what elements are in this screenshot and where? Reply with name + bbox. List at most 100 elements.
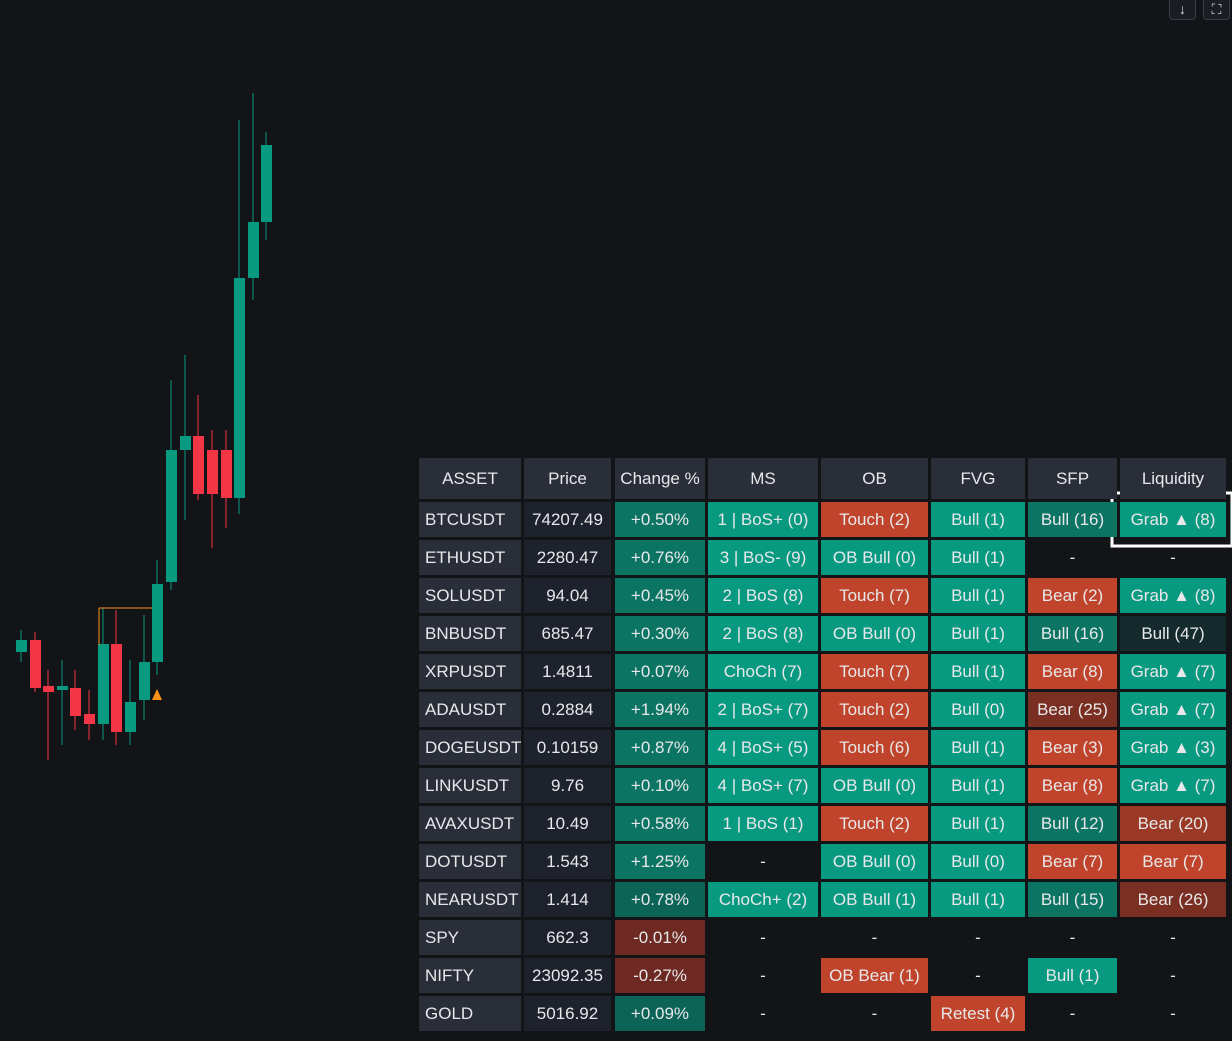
data-cell: Bear (8) — [1028, 654, 1117, 689]
data-cell: - — [1170, 547, 1176, 567]
data-cell: Grab ▲ (7) — [1120, 654, 1226, 689]
data-cell: +0.09% — [615, 996, 705, 1031]
header-cell: FVG — [931, 458, 1025, 499]
header-cell: SFP — [1028, 458, 1117, 499]
data-cell: - — [760, 1003, 766, 1023]
header-cell: MS — [708, 458, 818, 499]
data-cell: +0.76% — [615, 540, 705, 575]
data-cell: -0.27% — [615, 958, 705, 993]
candle-body — [43, 686, 54, 692]
data-cell: Bull (1) — [931, 882, 1025, 917]
candle-body — [57, 686, 68, 690]
data-cell: - — [975, 965, 981, 985]
data-cell: ChoCh+ (2) — [708, 882, 818, 917]
data-cell: -0.01% — [615, 920, 705, 955]
data-cell: Grab ▲ (7) — [1120, 768, 1226, 803]
data-cell: OB Bull (1) — [821, 882, 928, 917]
candle-body — [193, 436, 204, 494]
data-cell: - — [1170, 965, 1176, 985]
fullscreen-button[interactable]: ⛶ — [1203, 0, 1230, 20]
asset-cell: SOLUSDT — [419, 578, 521, 613]
asset-cell: SPY — [419, 920, 521, 955]
data-cell: +0.30% — [615, 616, 705, 651]
candle-body — [139, 662, 150, 700]
data-cell: Grab ▲ (8) — [1120, 502, 1226, 537]
candle-body — [125, 702, 136, 732]
asset-cell: ETHUSDT — [419, 540, 521, 575]
data-cell: Grab ▲ (3) — [1120, 730, 1226, 765]
data-cell: - — [760, 965, 766, 985]
download-button[interactable]: ↓ — [1169, 0, 1196, 20]
header-cell: Price — [524, 458, 611, 499]
data-cell: Bull (16) — [1028, 616, 1117, 651]
candle-body — [248, 222, 259, 278]
candle-body — [70, 688, 81, 716]
data-cell: 1.4811 — [524, 654, 611, 689]
data-cell: Touch (2) — [821, 806, 928, 841]
candle-body — [180, 436, 191, 450]
data-cell: Touch (2) — [821, 692, 928, 727]
data-cell: OB Bull (0) — [821, 844, 928, 879]
data-cell: OB Bull (0) — [821, 540, 928, 575]
data-cell: - — [871, 1003, 878, 1023]
data-cell: Touch (2) — [821, 502, 928, 537]
data-cell: OB Bull (0) — [821, 768, 928, 803]
header-cell: Liquidity — [1120, 458, 1226, 499]
data-cell: Bear (25) — [1028, 692, 1117, 727]
candle-body — [234, 278, 245, 498]
data-cell: Bull (1) — [931, 616, 1025, 651]
data-cell: 10.49 — [524, 806, 611, 841]
data-cell: - — [1069, 927, 1076, 947]
header-cell: OB — [821, 458, 928, 499]
asset-cell: LINKUSDT — [419, 768, 521, 803]
candle-body — [261, 145, 272, 222]
data-cell: - — [1170, 927, 1176, 947]
data-cell: OB Bull (0) — [821, 616, 928, 651]
data-cell: Bull (1) — [931, 578, 1025, 613]
data-cell: 5016.92 — [524, 996, 611, 1031]
data-cell: +0.50% — [615, 502, 705, 537]
candle-body — [30, 640, 41, 688]
data-cell: 23092.35 — [524, 958, 611, 993]
data-cell: Bull (0) — [931, 692, 1025, 727]
data-cell: +1.94% — [615, 692, 705, 727]
data-cell: Touch (7) — [821, 654, 928, 689]
data-cell: OB Bear (1) — [821, 958, 928, 993]
data-cell: - — [975, 927, 981, 947]
data-cell: Bull (47) — [1120, 616, 1226, 651]
data-cell: Bear (7) — [1120, 844, 1226, 879]
data-cell: - — [1170, 1003, 1176, 1023]
header-cell: ASSET — [419, 458, 521, 499]
data-cell: Bull (1) — [931, 768, 1025, 803]
asset-cell: DOTUSDT — [419, 844, 521, 879]
data-cell: 685.47 — [524, 616, 611, 651]
asset-cell: DOGEUSDT — [419, 730, 521, 765]
data-cell: +1.25% — [615, 844, 705, 879]
candle-body — [152, 584, 163, 662]
candle-body — [221, 450, 232, 498]
data-cell: Bear (7) — [1028, 844, 1117, 879]
data-cell: Bull (12) — [1028, 806, 1117, 841]
data-cell: - — [871, 927, 878, 947]
data-cell: - — [1069, 1003, 1076, 1023]
data-cell: 94.04 — [524, 578, 611, 613]
data-cell: Grab ▲ (8) — [1120, 578, 1226, 613]
data-cell: 74207.49 — [524, 502, 611, 537]
asset-cell: BTCUSDT — [419, 502, 521, 537]
asset-cell: XRPUSDT — [419, 654, 521, 689]
data-cell: 2280.47 — [524, 540, 611, 575]
signal-marker — [152, 689, 162, 700]
data-cell: 2 | BoS (8) — [708, 616, 818, 651]
data-cell: - — [760, 851, 766, 871]
data-cell: Bull (1) — [931, 654, 1025, 689]
data-cell: Bear (2) — [1028, 578, 1117, 613]
asset-cell: GOLD — [419, 996, 521, 1031]
candle-body — [111, 644, 122, 732]
data-cell: Bull (1) — [931, 730, 1025, 765]
data-cell: 9.76 — [524, 768, 611, 803]
candle-body — [98, 644, 109, 724]
header-cell: Change % — [615, 458, 705, 499]
data-cell: Touch (6) — [821, 730, 928, 765]
data-cell: 0.2884 — [524, 692, 611, 727]
